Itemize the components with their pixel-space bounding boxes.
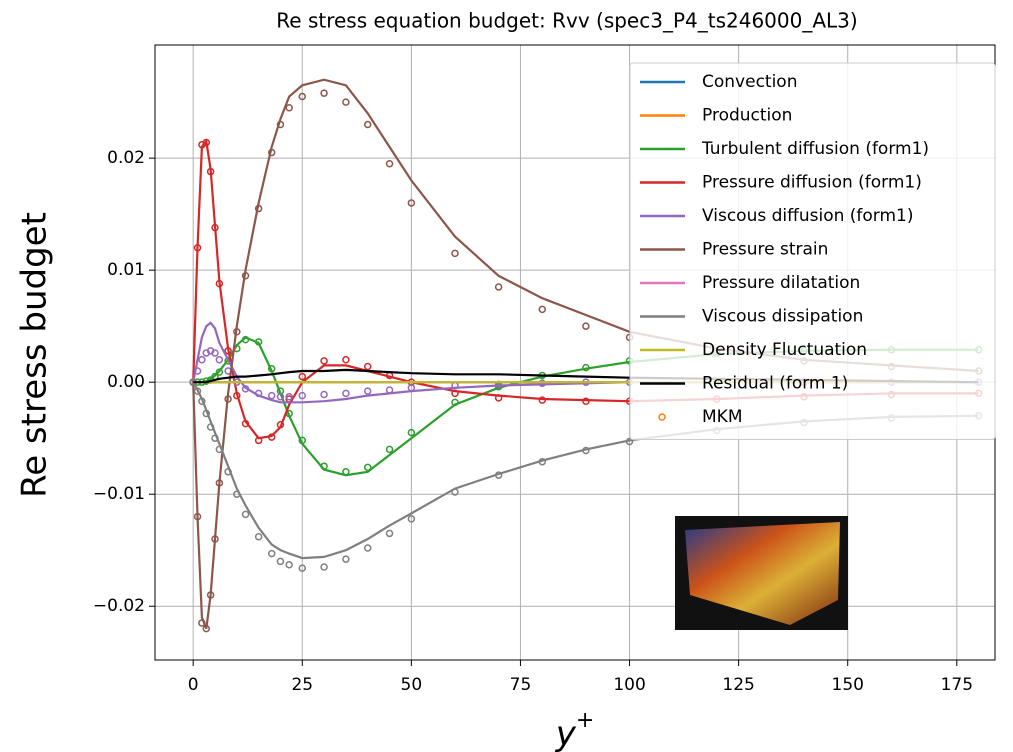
legend-label: Density Fluctuation [702, 340, 867, 360]
x-tick-label: 0 [188, 675, 199, 695]
x-label-base: y [555, 714, 577, 752]
x-tick-label: 175 [941, 675, 973, 695]
legend-marker [658, 413, 666, 421]
mkm-point [363, 387, 372, 395]
x-tick-label: 25 [291, 675, 313, 695]
mkm-point [298, 391, 307, 400]
legend: Convection Production Turbulent diffusion … [629, 62, 996, 440]
mkm-point [215, 368, 224, 376]
mkm-point [407, 199, 416, 207]
mkm-point [276, 557, 285, 566]
inset-render [685, 522, 840, 625]
mkm-point [494, 283, 503, 291]
mkm-point [285, 103, 293, 112]
y-tick-label: −0.01 [93, 484, 145, 504]
mkm-point [298, 372, 307, 381]
legend-label: Convection [702, 72, 797, 92]
mkm-point [285, 392, 293, 401]
mkm-point [320, 89, 328, 97]
mkm-point [320, 390, 328, 399]
legend-label: Pressure dilatation [702, 273, 860, 293]
mkm-point [407, 515, 416, 523]
mkm-point [385, 529, 394, 538]
legend-label: Residual (form 1) [702, 374, 848, 394]
legend-label: Turbulent diffusion (form1) [701, 139, 929, 159]
mkm-point [385, 159, 394, 168]
mkm-point [407, 428, 416, 437]
x-tick-label: 100 [613, 675, 645, 695]
mkm-point [342, 389, 350, 398]
mkm-point [198, 356, 206, 364]
mkm-point [342, 356, 350, 364]
x-tick-label: 75 [510, 675, 532, 695]
series-line [192, 381, 979, 560]
legend-label: Viscous dissipation [702, 307, 863, 327]
mkm-point [363, 120, 372, 129]
mkm-point [451, 249, 459, 258]
mkm-point [342, 555, 350, 563]
mkm-point [320, 357, 328, 365]
mkm-point [298, 564, 307, 572]
series-line [192, 78, 979, 630]
y-tick-label: 0.01 [107, 260, 145, 280]
y-tick-label: 0.02 [107, 148, 145, 168]
mkm-point [363, 544, 372, 552]
legend-box [629, 62, 996, 440]
mkm-point [298, 92, 307, 101]
mkm-point [267, 549, 276, 558]
mkm-point [363, 362, 372, 371]
x-tick-label: 125 [722, 675, 754, 695]
chart-title: Re stress equation budget: Rvv (spec3_P4… [276, 9, 857, 33]
legend-label: Pressure diffusion (form1) [702, 173, 922, 193]
mkm-point [285, 561, 293, 569]
y-axis-label: Re stress budget [15, 212, 55, 498]
mkm-point [241, 510, 250, 519]
series-line [193, 336, 979, 477]
mkm-point [363, 463, 372, 472]
mkm-point [211, 349, 219, 357]
x-tick-label: 150 [832, 675, 864, 695]
x-axis-label: y+ [555, 708, 595, 752]
legend-label: Viscous diffusion (form1) [702, 206, 914, 226]
x-tick-label: 50 [401, 675, 423, 695]
x-label-sup: + [576, 708, 594, 733]
mkm-point [276, 392, 285, 401]
mkm-point [538, 305, 547, 314]
y-tick-label: −0.02 [93, 596, 145, 616]
mkm-point [320, 563, 328, 571]
mkm-point [342, 98, 350, 106]
mkm-point [267, 391, 276, 400]
mkm-point [385, 445, 394, 454]
mkm-point [582, 322, 590, 330]
mkm-point [215, 356, 224, 364]
legend-label: Production [702, 106, 792, 126]
mkm-point [254, 533, 263, 541]
series-line [193, 368, 979, 384]
legend-label: MKM [702, 407, 742, 427]
plot-area [189, 78, 983, 633]
y-tick-label: 0.00 [107, 372, 145, 392]
legend-label: Pressure strain [702, 240, 828, 260]
